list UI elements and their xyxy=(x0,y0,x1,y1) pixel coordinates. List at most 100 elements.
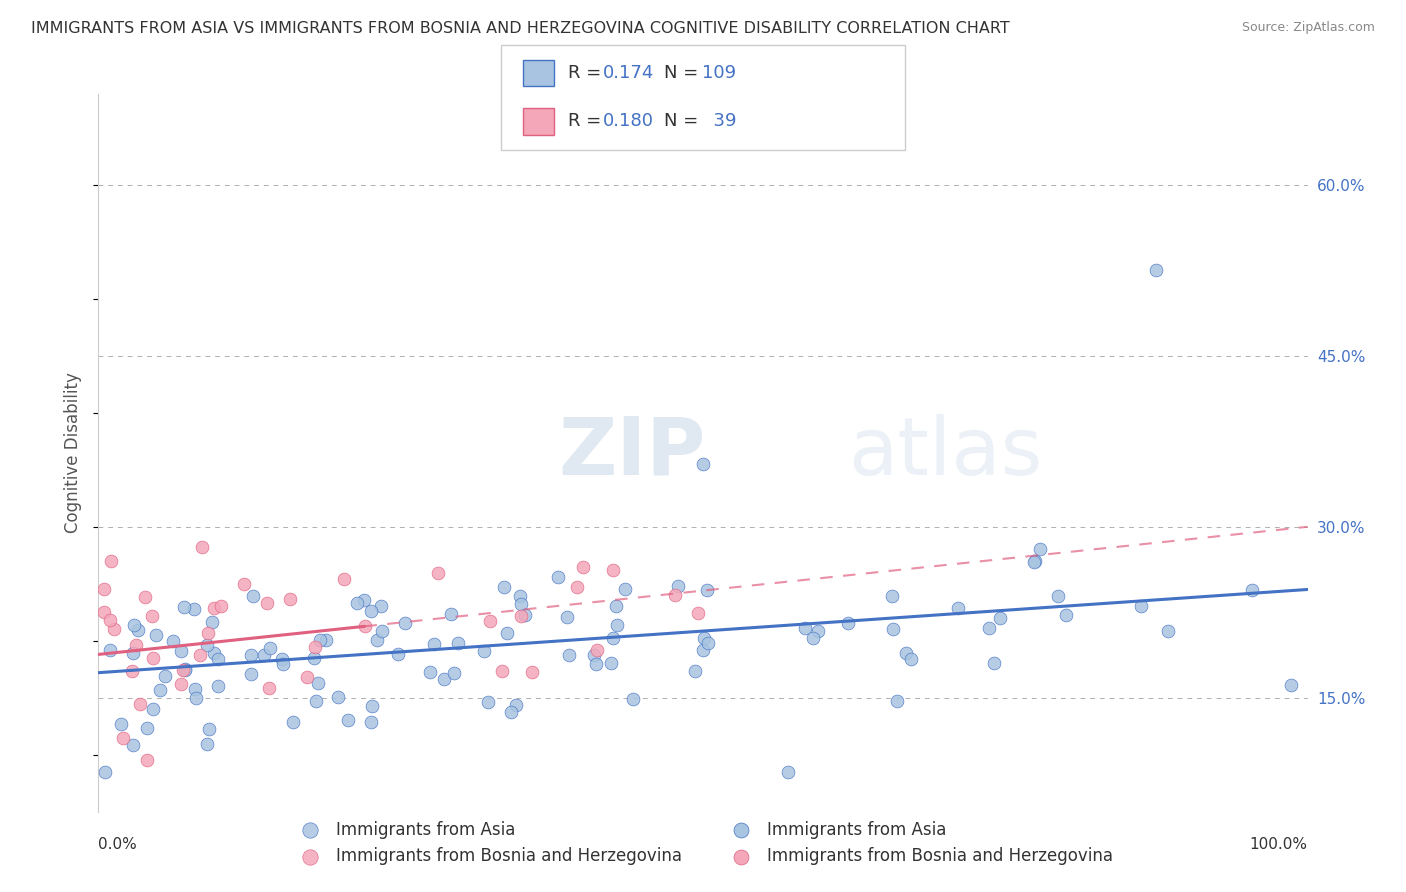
Immigrants from Asia xyxy=(122,618,145,632)
Immigrants from Asia xyxy=(1022,555,1045,569)
Immigrants from Bosnia and Herzegovina xyxy=(135,753,157,767)
Immigrants from Asia xyxy=(837,615,859,630)
Immigrants from Asia xyxy=(360,715,382,730)
Immigrants from Bosnia and Herzegovina xyxy=(142,651,165,665)
Immigrants from Bosnia and Herzegovina xyxy=(103,623,125,637)
Immigrants from Asia xyxy=(621,691,644,706)
Immigrants from Bosnia and Herzegovina xyxy=(664,588,686,602)
Immigrants from Asia xyxy=(983,656,1005,670)
Immigrants from Asia xyxy=(242,589,264,603)
Immigrants from Asia xyxy=(149,682,172,697)
Immigrants from Asia xyxy=(184,681,207,696)
Immigrants from Asia xyxy=(207,679,229,693)
Immigrants from Asia xyxy=(1146,263,1168,277)
Immigrants from Asia xyxy=(685,665,707,679)
Immigrants from Asia xyxy=(98,643,121,657)
Immigrants from Asia xyxy=(173,600,195,615)
Immigrants from Bosnia and Herzegovina xyxy=(170,676,193,690)
Immigrants from Bosnia and Herzegovina xyxy=(304,640,326,654)
Immigrants from Asia xyxy=(281,715,304,730)
Immigrants from Asia xyxy=(666,579,689,593)
Immigrants from Bosnia and Herzegovina xyxy=(197,626,219,640)
Immigrants from Bosnia and Herzegovina xyxy=(688,606,710,620)
Immigrants from Asia xyxy=(496,626,519,640)
Immigrants from Bosnia and Herzegovina xyxy=(520,665,543,680)
Immigrants from Bosnia and Herzegovina xyxy=(491,664,513,678)
Immigrants from Bosnia and Herzegovina xyxy=(93,606,115,620)
Immigrants from Asia xyxy=(602,631,624,645)
Immigrants from Asia xyxy=(1279,678,1302,692)
Text: 0.0%: 0.0% xyxy=(98,837,138,852)
Immigrants from Bosnia and Herzegovina xyxy=(93,582,115,597)
Immigrants from Bosnia and Herzegovina xyxy=(233,577,256,591)
Immigrants from Asia xyxy=(240,648,263,663)
Immigrants from Asia xyxy=(692,457,714,471)
Text: N =: N = xyxy=(664,112,703,130)
Immigrants from Bosnia and Herzegovina xyxy=(571,560,593,574)
Immigrants from Asia xyxy=(474,644,496,658)
Immigrants from Asia xyxy=(94,764,117,779)
Immigrants from Asia xyxy=(585,657,607,672)
Immigrants from Bosnia and Herzegovina xyxy=(100,554,122,568)
Immigrants from Asia xyxy=(1024,554,1046,568)
Immigrants from Asia xyxy=(505,698,527,712)
Immigrants from Asia xyxy=(1130,599,1153,613)
Immigrants from Asia xyxy=(558,648,581,662)
Immigrants from Bosnia and Herzegovina xyxy=(332,573,354,587)
Immigrants from Bosnia and Herzegovina xyxy=(567,580,589,594)
Immigrants from Asia xyxy=(361,698,384,713)
Immigrants from Bosnia and Herzegovina xyxy=(510,609,533,624)
Immigrants from Asia xyxy=(326,690,349,704)
Immigrants from Asia xyxy=(900,652,922,666)
Immigrants from Bosnia and Herzegovina xyxy=(479,614,502,628)
Immigrants from Asia xyxy=(776,764,799,779)
Immigrants from Asia xyxy=(882,622,904,636)
Immigrants from Asia xyxy=(195,738,218,752)
Immigrants from Asia xyxy=(692,643,714,657)
Immigrants from Asia xyxy=(433,672,456,686)
Immigrants from Asia xyxy=(513,608,536,623)
Immigrants from Asia xyxy=(1029,541,1052,556)
Text: R =: R = xyxy=(568,112,607,130)
Immigrants from Asia xyxy=(477,695,499,709)
Immigrants from Asia xyxy=(1047,589,1070,603)
Immigrants from Asia xyxy=(309,632,332,647)
Immigrants from Bosnia and Herzegovina xyxy=(209,599,232,613)
Immigrants from Asia xyxy=(614,582,637,597)
Immigrants from Asia xyxy=(253,648,276,662)
Immigrants from Bosnia and Herzegovina xyxy=(124,639,146,653)
Immigrants from Asia xyxy=(346,596,368,610)
Immigrants from Asia xyxy=(315,632,337,647)
Immigrants from Asia xyxy=(271,652,294,666)
Immigrants from Asia xyxy=(423,637,446,651)
Immigrants from Asia xyxy=(197,722,219,736)
Immigrants from Bosnia and Herzegovina xyxy=(297,670,319,684)
Immigrants from Bosnia and Herzegovina xyxy=(202,601,225,615)
Immigrants from Bosnia and Herzegovina xyxy=(256,596,278,610)
Text: N =: N = xyxy=(664,64,703,82)
Immigrants from Asia xyxy=(162,633,184,648)
Immigrants from Bosnia and Herzegovina xyxy=(121,664,143,678)
Immigrants from Asia xyxy=(201,615,224,630)
Immigrants from Bosnia and Herzegovina xyxy=(129,697,152,711)
Immigrants from Asia xyxy=(371,624,394,639)
Immigrants from Bosnia and Herzegovina xyxy=(191,540,214,554)
Immigrants from Asia xyxy=(136,721,159,735)
Immigrants from Asia xyxy=(1157,624,1180,638)
Immigrants from Asia xyxy=(979,621,1001,635)
Immigrants from Asia xyxy=(696,582,718,597)
Immigrants from Asia xyxy=(153,669,176,683)
Immigrants from Bosnia and Herzegovina xyxy=(141,609,163,624)
Immigrants from Asia xyxy=(419,665,441,679)
Text: 100.0%: 100.0% xyxy=(1250,837,1308,852)
Immigrants from Asia xyxy=(1240,582,1263,597)
Immigrants from Bosnia and Herzegovina xyxy=(586,642,609,657)
Immigrants from Asia xyxy=(894,646,917,660)
Immigrants from Bosnia and Herzegovina xyxy=(602,563,624,577)
Immigrants from Asia xyxy=(183,602,205,616)
Immigrants from Asia xyxy=(793,621,815,635)
Text: atlas: atlas xyxy=(848,414,1042,491)
Immigrants from Asia xyxy=(510,598,533,612)
Immigrants from Bosnia and Herzegovina xyxy=(257,681,280,696)
Immigrants from Asia xyxy=(394,615,416,630)
